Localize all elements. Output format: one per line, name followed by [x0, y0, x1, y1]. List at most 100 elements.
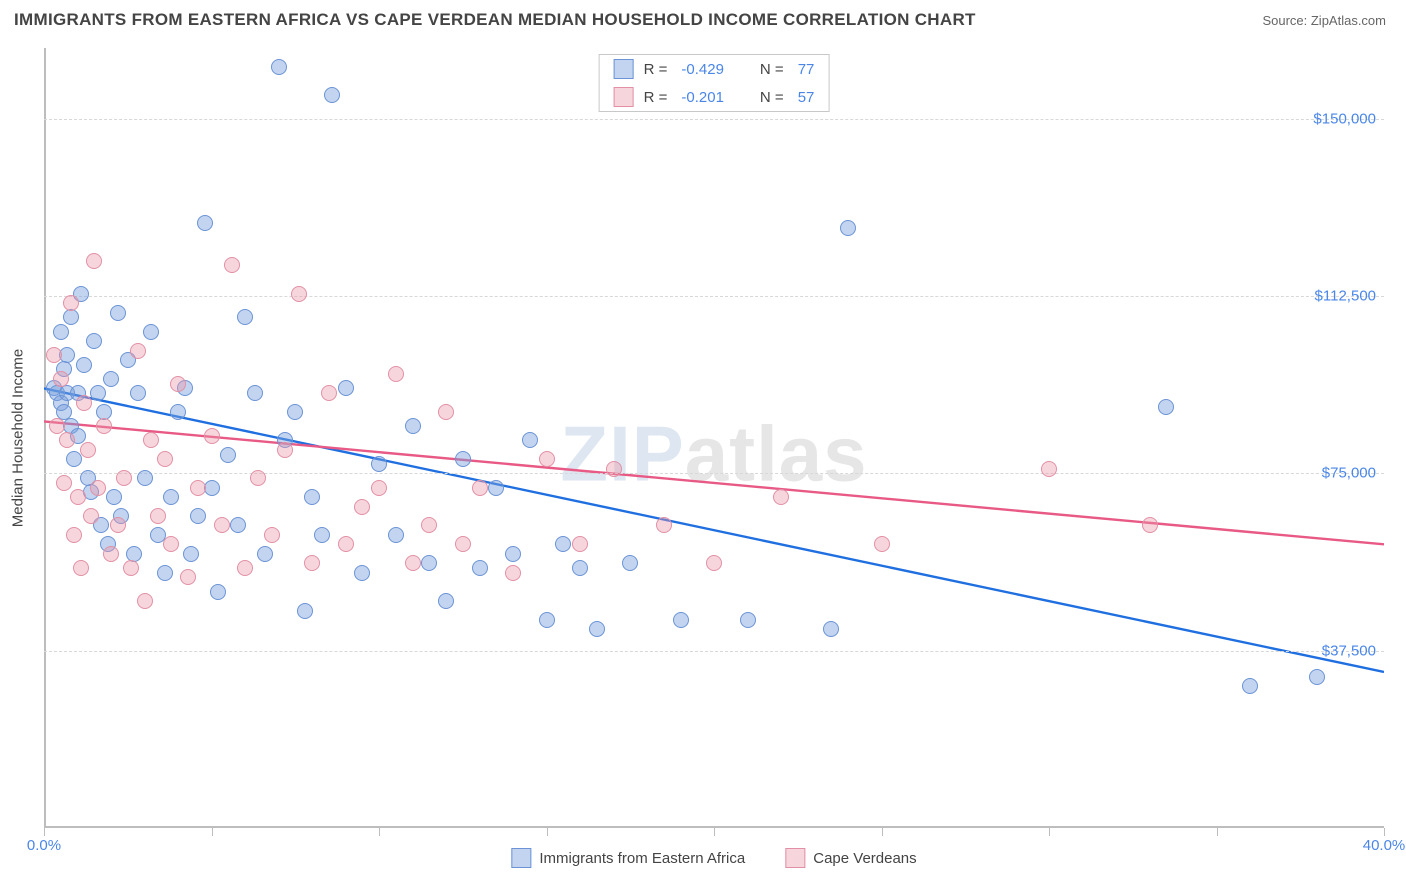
data-point — [438, 593, 454, 609]
data-point — [673, 612, 689, 628]
n-value: 57 — [798, 89, 815, 106]
data-point — [421, 517, 437, 533]
data-point — [59, 432, 75, 448]
x-major-tick — [379, 828, 380, 836]
data-point — [76, 395, 92, 411]
legend-correlation: R =-0.429N =77R =-0.201N =57 — [599, 54, 830, 112]
data-point — [405, 418, 421, 434]
x-major-tick — [44, 828, 45, 836]
data-point — [90, 385, 106, 401]
data-point — [271, 59, 287, 75]
data-point — [214, 517, 230, 533]
data-point — [874, 536, 890, 552]
data-point — [157, 565, 173, 581]
data-point — [823, 621, 839, 637]
data-point — [103, 546, 119, 562]
data-point — [237, 309, 253, 325]
data-point — [264, 527, 280, 543]
data-point — [505, 565, 521, 581]
x-major-tick — [212, 828, 213, 836]
data-point — [190, 480, 206, 496]
data-point — [606, 461, 622, 477]
data-point — [1309, 669, 1325, 685]
legend-series-item: Immigrants from Eastern Africa — [511, 848, 745, 868]
data-point — [224, 257, 240, 273]
data-point — [170, 404, 186, 420]
data-point — [1242, 678, 1258, 694]
r-value: -0.429 — [681, 61, 724, 78]
data-point — [297, 603, 313, 619]
data-point — [539, 612, 555, 628]
data-point — [438, 404, 454, 420]
data-point — [488, 480, 504, 496]
data-point — [421, 555, 437, 571]
data-point — [110, 305, 126, 321]
data-point — [589, 621, 605, 637]
y-axis-line — [44, 48, 46, 828]
data-point — [740, 612, 756, 628]
data-point — [706, 555, 722, 571]
data-point — [183, 546, 199, 562]
data-point — [622, 555, 638, 571]
data-point — [324, 87, 340, 103]
legend-swatch — [614, 87, 634, 107]
data-point — [76, 357, 92, 373]
data-point — [472, 480, 488, 496]
data-point — [505, 546, 521, 562]
data-point — [157, 451, 173, 467]
watermark: ZIPatlas — [560, 408, 867, 499]
data-point — [354, 565, 370, 581]
data-point — [46, 347, 62, 363]
y-tick-label: $112,500 — [1315, 288, 1376, 305]
legend-correlation-row: R =-0.429N =77 — [600, 55, 829, 83]
data-point — [143, 324, 159, 340]
data-point — [555, 536, 571, 552]
legend-series-label: Immigrants from Eastern Africa — [539, 850, 745, 867]
data-point — [170, 376, 186, 392]
watermark-part1: ZIP — [560, 409, 684, 497]
data-point — [197, 215, 213, 231]
data-point — [180, 569, 196, 585]
plot-surface: ZIPatlas $37,500$75,000$112,500$150,0000… — [44, 48, 1384, 828]
x-major-tick — [1384, 828, 1385, 836]
data-point — [291, 286, 307, 302]
data-point — [287, 404, 303, 420]
data-point — [338, 380, 354, 396]
gridline — [44, 473, 1384, 474]
data-point — [314, 527, 330, 543]
x-tick-label: 40.0% — [1363, 837, 1406, 854]
data-point — [63, 295, 79, 311]
data-point — [56, 475, 72, 491]
legend-series: Immigrants from Eastern Africa Cape Verde… — [511, 848, 916, 868]
data-point — [247, 385, 263, 401]
data-point — [80, 442, 96, 458]
data-point — [1142, 517, 1158, 533]
r-label: R = — [644, 89, 668, 106]
data-point — [150, 508, 166, 524]
x-major-tick — [714, 828, 715, 836]
x-major-tick — [1217, 828, 1218, 836]
data-point — [70, 489, 86, 505]
data-point — [63, 309, 79, 325]
source-link[interactable]: ZipAtlas.com — [1311, 13, 1386, 28]
data-point — [572, 536, 588, 552]
data-point — [137, 593, 153, 609]
data-point — [130, 343, 146, 359]
x-tick-label: 0.0% — [27, 837, 61, 854]
r-label: R = — [644, 61, 668, 78]
data-point — [143, 432, 159, 448]
data-point — [130, 385, 146, 401]
data-point — [237, 560, 253, 576]
chart-title: IMMIGRANTS FROM EASTERN AFRICA VS CAPE V… — [14, 10, 976, 30]
y-tick-label: $37,500 — [1322, 642, 1376, 659]
data-point — [230, 517, 246, 533]
data-point — [338, 536, 354, 552]
legend-series-item: Cape Verdeans — [785, 848, 916, 868]
chart-area: Median Household Income ZIPatlas $37,500… — [44, 48, 1384, 828]
data-point — [304, 489, 320, 505]
legend-series-label: Cape Verdeans — [813, 850, 916, 867]
data-point — [90, 480, 106, 496]
data-point — [96, 418, 112, 434]
data-point — [110, 517, 126, 533]
data-point — [66, 527, 82, 543]
